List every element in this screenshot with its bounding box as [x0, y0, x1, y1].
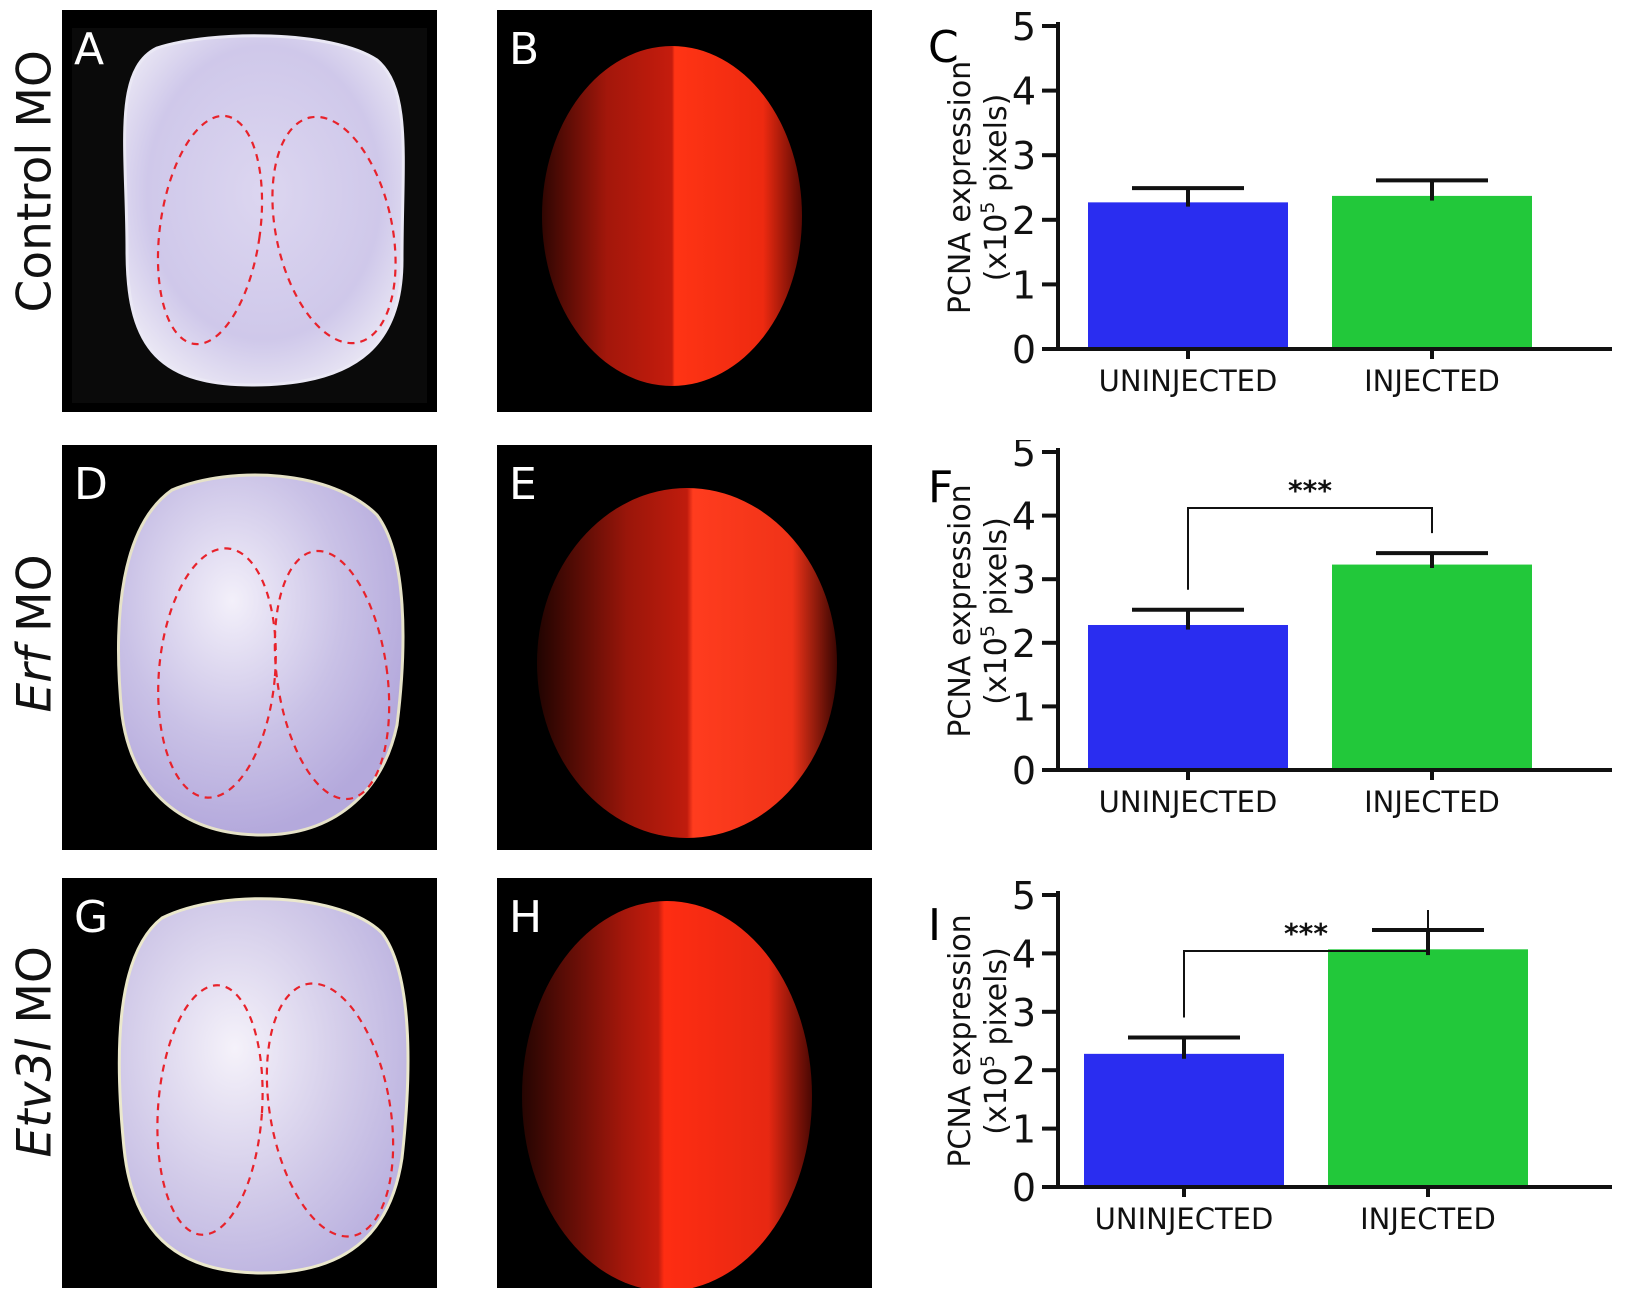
y-axis-label-prefix: (x10	[979, 214, 1014, 282]
y-tick-label-1: 1	[1012, 1108, 1036, 1152]
y-axis-label-superscript: 5	[977, 625, 999, 637]
y-tick-label-2: 2	[1012, 622, 1036, 666]
panel-letter-f: F	[928, 462, 954, 513]
bar-chart-i: 0 1 2 3 4 5 UNINJECTED INJECTED PCNA expression(…	[943, 875, 1612, 1236]
y-axis-label-suffix: pixels)	[979, 94, 1014, 202]
y-tick-label-5: 5	[1012, 440, 1036, 475]
y-axis-label-line1: PCNA expression	[943, 484, 978, 737]
x-tick-label-uninjected: UNINJECTED	[1095, 1202, 1274, 1236]
y-tick-label-0: 0	[1012, 749, 1036, 793]
panel-g-image: G	[62, 878, 437, 1288]
bar-chart-c: 0 1 2 3 4 5 UNINJECTED INJECTED PCNA expression(…	[943, 5, 1612, 398]
bar-uninjected	[1088, 624, 1288, 770]
panel-h-image: H	[497, 878, 872, 1288]
y-tick-label-0: 0	[1012, 1166, 1036, 1210]
panel-letter-d: D	[74, 459, 108, 510]
y-axis-label-suffix: pixels)	[979, 517, 1014, 625]
fluorescence-e	[497, 445, 872, 850]
panel-letter-g: G	[74, 892, 109, 943]
y-tick-label-4: 4	[1012, 932, 1036, 976]
row-label-control: Control MO	[8, 50, 63, 312]
y-tick-label-3: 3	[1012, 134, 1036, 178]
panel-letter-b: B	[509, 24, 540, 75]
y-axis-label-superscript: 5	[977, 1055, 999, 1067]
y-axis-label-line2: (x105 pixels)	[977, 947, 1014, 1135]
significance-stars: ***	[1288, 474, 1332, 507]
x-tick-label-injected: INJECTED	[1364, 364, 1500, 398]
y-axis-label-line1: PCNA expression	[943, 914, 978, 1167]
y-tick-label-2: 2	[1012, 1049, 1036, 1093]
y-tick-label-1: 1	[1012, 263, 1036, 307]
y-axis-label-prefix: (x10	[979, 1067, 1014, 1135]
y-tick-label-4: 4	[1012, 495, 1036, 539]
x-tick-label-injected: INJECTED	[1364, 785, 1500, 819]
panel-letter-e: E	[509, 459, 537, 510]
y-tick-label-3: 3	[1012, 991, 1036, 1035]
significance-bracket	[1187, 507, 1433, 590]
row-label-control-text: Control MO	[7, 50, 63, 313]
y-axis-label-line2: (x105 pixels)	[977, 94, 1014, 282]
embryo-g	[62, 878, 437, 1288]
bar-chart-f: 0 1 2 3 4 5 UNINJECTED INJECTED PCNA expression(…	[943, 440, 1612, 819]
x-tick-label-injected: INJECTED	[1360, 1202, 1496, 1236]
bar-injected	[1328, 949, 1528, 1187]
row-label-erf: Erf MO	[7, 543, 63, 713]
panel-a-image: A	[62, 10, 437, 412]
bar-injected	[1332, 195, 1532, 349]
row-label-etv3l-italic: Etv3l	[7, 1038, 63, 1158]
panel-letter-h: H	[509, 892, 543, 943]
panel-letter-i: I	[928, 900, 941, 951]
x-tick-label-uninjected: UNINJECTED	[1099, 785, 1278, 819]
panel-e-image: E	[497, 445, 872, 850]
row-label-erf-rest: MO	[7, 554, 63, 647]
y-tick-label-5: 5	[1012, 875, 1036, 918]
panel-b-image: B	[497, 10, 872, 412]
row-label-etv3l-rest: MO	[7, 946, 63, 1039]
significance-bracket	[1183, 910, 1429, 1018]
row-label-etv3l: Etv3l MO	[7, 946, 63, 1158]
y-axis-label-suffix: pixels)	[979, 947, 1014, 1055]
y-axis-label-prefix: (x10	[979, 637, 1014, 705]
y-tick-label-2: 2	[1012, 199, 1036, 243]
y-axis-label-superscript: 5	[977, 202, 999, 214]
bar-uninjected	[1084, 1053, 1284, 1187]
bar-injected	[1332, 564, 1532, 770]
panel-letter-c: C	[928, 22, 959, 73]
y-tick-label-4: 4	[1012, 70, 1036, 114]
bar-uninjected	[1088, 202, 1288, 349]
y-tick-label-5: 5	[1012, 5, 1036, 49]
panel-letter-a: A	[74, 24, 105, 75]
embryo-a	[62, 10, 437, 412]
row-label-erf-italic: Erf	[7, 646, 63, 713]
embryo-d	[62, 445, 437, 850]
panel-d-image: D	[62, 445, 437, 850]
significance-stars: ***	[1284, 917, 1328, 950]
y-tick-label-0: 0	[1012, 328, 1036, 372]
y-tick-label-1: 1	[1012, 685, 1036, 729]
y-axis-label-line1: PCNA expression	[943, 61, 978, 314]
fluorescence-b	[497, 10, 872, 412]
y-axis-label-line2: (x105 pixels)	[977, 517, 1014, 705]
x-tick-label-uninjected: UNINJECTED	[1099, 364, 1278, 398]
fluorescence-h	[497, 878, 872, 1288]
y-tick-label-3: 3	[1012, 558, 1036, 602]
